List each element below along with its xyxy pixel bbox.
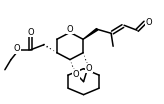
Text: O: O (73, 70, 79, 79)
Text: O: O (14, 44, 20, 53)
Text: O: O (145, 18, 152, 27)
Polygon shape (83, 28, 98, 39)
Text: O: O (67, 25, 73, 34)
Text: O: O (28, 28, 34, 37)
Text: O: O (86, 64, 92, 73)
